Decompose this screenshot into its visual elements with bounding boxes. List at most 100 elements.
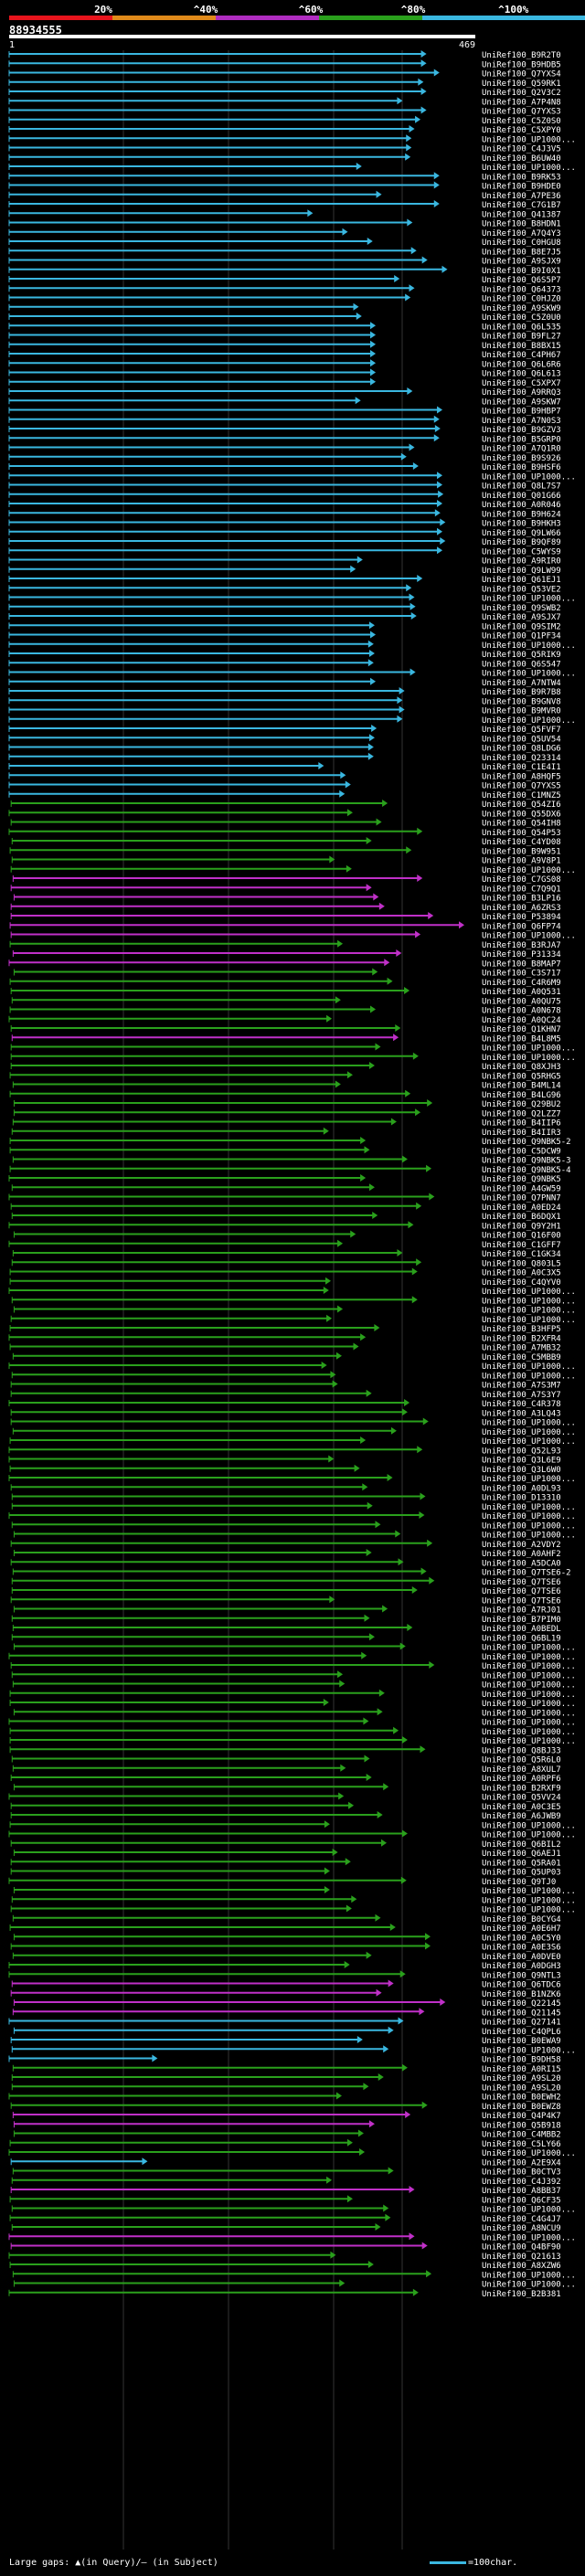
hit-label: UniRef100_A7PE36: [482, 192, 561, 201]
hit-row: UniRef100_UP1000...: [10, 864, 576, 875]
hit-label: UniRef100_Q7PNN7: [482, 1194, 561, 1203]
hit-label: UniRef100_Q6BL19: [482, 1634, 561, 1643]
hit-label: UniRef100_Q2V3C2: [482, 89, 561, 98]
hit-arrow: [388, 1979, 394, 1988]
hit-label: UniRef100_Q52L93: [482, 1447, 561, 1456]
hit-arrow: [342, 228, 348, 236]
hit-arrow: [329, 855, 335, 864]
hit-arrow: [364, 1614, 370, 1622]
hit-row: UniRef100_Q6BIL2: [10, 1839, 561, 1850]
hit-label: UniRef100_Q7YXS5: [482, 782, 561, 791]
hit-row: UniRef100_Q7TSE6: [11, 1576, 561, 1587]
hit-row: UniRef100_D13310: [11, 1492, 561, 1503]
hit-row: UniRef100_UP1000...: [12, 1426, 576, 1437]
hit-arrow: [332, 1380, 338, 1388]
hit-arrow: [323, 1699, 329, 1706]
hit-arrow: [378, 2073, 384, 2081]
hit-arrow: [437, 527, 443, 535]
hit-arrow: [370, 1005, 377, 1013]
hit-row: UniRef100_A8HQF5: [8, 771, 561, 781]
hit-row: UniRef100_UP1000...: [13, 1305, 576, 1316]
hit-label: UniRef100_Q2LZZ7: [482, 1109, 561, 1118]
hit-label: UniRef100_A9SJX9: [482, 258, 561, 267]
hit-arrow: [152, 2054, 158, 2062]
hit-arrow: [383, 2204, 389, 2212]
hit-row: UniRef100_C0HJZ0: [8, 293, 561, 304]
hit-row: UniRef100_Q64373: [8, 284, 561, 294]
hit-row: UniRef100_B0CYG4: [12, 1913, 561, 1924]
hit-label: UniRef100_A8HQF5: [482, 772, 561, 781]
hit-row: UniRef100_B6DQX1: [11, 1212, 561, 1222]
hit-label: UniRef100_UP1000...: [482, 1709, 576, 1718]
hit-label: UniRef100_A8BB37: [482, 2187, 561, 2196]
hit-label: UniRef100_B9HDB5: [482, 60, 561, 69]
hit-label: UniRef100_A9RRQ3: [482, 388, 561, 398]
hit-label: UniRef100_A9SL20: [482, 2083, 561, 2093]
hit-label: UniRef100_B9RK53: [482, 173, 561, 182]
hit-row: UniRef100_A9SKW7: [8, 397, 561, 407]
hit-row: UniRef100_C5MBB9: [12, 1352, 561, 1362]
hit-row: UniRef100_Q1PF34: [8, 631, 561, 641]
hit-row: UniRef100_UP1000...: [9, 1726, 576, 1737]
hit-arrow: [412, 2288, 419, 2296]
hit-label: UniRef100_A7NTW4: [482, 679, 561, 688]
hit-row: UniRef100_UP1000...: [8, 715, 576, 726]
hit-label: UniRef100_B0CTV3: [482, 2168, 561, 2178]
hit-arrow: [401, 1408, 408, 1416]
hit-arrow: [409, 2232, 415, 2241]
hit-label: UniRef100_C4R378: [482, 1400, 561, 1409]
hit-row: UniRef100_C4YD08: [11, 837, 561, 847]
hit-label: UniRef100_B3RJA7: [482, 941, 561, 950]
hit-row: UniRef100_Q9Y2H1: [8, 1221, 561, 1231]
hit-row: UniRef100_Q4BF90: [10, 2242, 561, 2253]
hit-label: UniRef100_B0EWA9: [482, 2037, 561, 2046]
hit-arrow: [335, 996, 341, 1004]
hit-label: UniRef100_Q7TSE6: [482, 1578, 561, 1587]
hit-label: UniRef100_Q7YXS4: [482, 70, 561, 80]
hit-label: UniRef100_B4LG96: [482, 1091, 561, 1100]
hit-label: UniRef100_UP1000...: [482, 1316, 576, 1325]
hit-row: UniRef100_Q6BL19: [11, 1633, 561, 1643]
hit-arrow: [420, 1492, 426, 1500]
hit-row: UniRef100_UP1000...: [9, 1436, 576, 1447]
hit-row: UniRef100_UP1000...: [11, 1371, 576, 1381]
hit-label: UniRef100_A9SL20: [482, 2074, 561, 2083]
hit-row: UniRef100_B9GZV3: [8, 425, 561, 435]
hit-label: UniRef100_UP1000...: [482, 1644, 576, 1653]
hit-label: UniRef100_C1GK34: [482, 1250, 561, 1259]
hit-label: UniRef100_C1GFF7: [482, 1241, 561, 1250]
hit-row: UniRef100_Q8L7S7: [8, 481, 561, 492]
hit-arrow: [370, 377, 377, 386]
hit-row: UniRef100_UP1000...: [8, 1287, 576, 1297]
hit-row: UniRef100_Q22145: [13, 1998, 561, 2009]
hit-row: UniRef100_UP1000...: [13, 2279, 576, 2290]
hit-arrow: [397, 97, 403, 105]
scale-label-20: 20%: [94, 4, 112, 16]
hit-label: UniRef100_UP1000...: [482, 1044, 576, 1054]
hit-row: UniRef100_UP1000...: [13, 1530, 576, 1541]
hit-label: UniRef100_UP1000...: [482, 1719, 576, 1728]
hit-label: UniRef100_A2VDY2: [482, 1541, 561, 1550]
hit-arrow: [441, 265, 448, 273]
hit-arrow: [408, 1221, 414, 1229]
hit-arrow: [377, 1811, 383, 1818]
hit-label: UniRef100_B6DQX1: [482, 1213, 561, 1222]
hit-arrow: [440, 518, 446, 526]
hit-arrow: [429, 1661, 435, 1669]
hit-row: UniRef100_A0AHF2: [13, 1549, 561, 1559]
hit-row: UniRef100_C4QYV0: [9, 1277, 561, 1288]
hit-label: UniRef100_A4GW59: [482, 1184, 561, 1193]
hit-label: UniRef100_Q22145: [482, 1999, 561, 2009]
hit-row: UniRef100_A7Q1R0: [8, 443, 561, 454]
hit-arrow: [326, 1314, 333, 1322]
hit-row: UniRef100_Q52L93: [8, 1446, 561, 1456]
hit-row: UniRef100_Q7TSE6: [11, 1586, 561, 1596]
hit-label: UniRef100_UP1000...: [482, 1896, 576, 1905]
hit-label: UniRef100_Q6L535: [482, 323, 561, 332]
scale-label-80: ^80%: [400, 4, 426, 16]
hit-arrow: [429, 1193, 435, 1201]
hit-arrow: [350, 565, 356, 573]
hit-row: UniRef100_Q23314: [8, 752, 561, 763]
hit-label: UniRef100_Q4BF90: [482, 2243, 561, 2253]
